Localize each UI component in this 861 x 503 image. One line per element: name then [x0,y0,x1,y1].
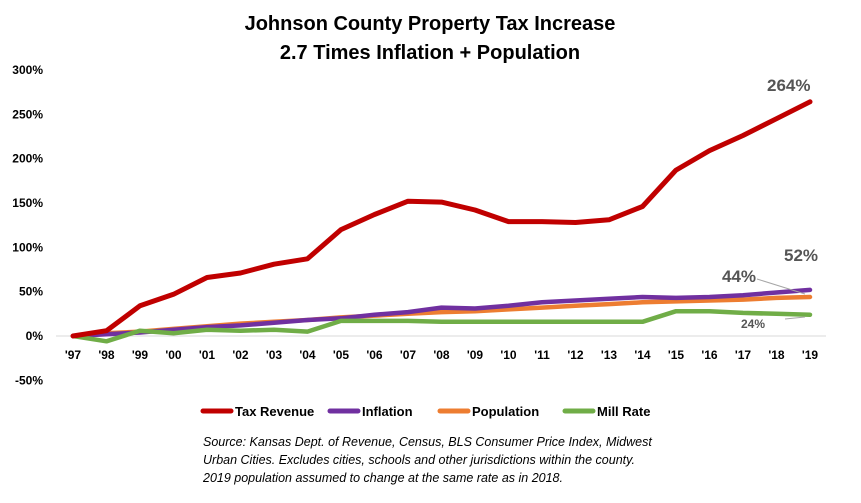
y-axis: -50% 0% 50% 100% 150% 200% 250% 300% [12,63,43,387]
series-line-mill-rate [70,308,813,344]
callouts: 264% 52% 44% 24% [722,76,818,331]
series-lines [70,99,813,344]
series-line-inflation [70,287,813,339]
legend: Tax Revenue Inflation Population Mill Rate [200,404,650,419]
source-note-line-1: Source: Kansas Dept. of Revenue, Census,… [203,435,652,449]
y-tick-label: 300% [12,63,43,77]
callout-44: 44% [722,267,756,286]
callout-52: 52% [784,246,818,265]
x-tick-label: '16 [701,348,718,362]
x-tick-label: '14 [634,348,651,362]
x-tick-label: '07 [400,348,417,362]
x-tick-label: '97 [65,348,82,362]
y-tick-label: -50% [15,373,43,387]
legend-label: Population [472,404,539,419]
y-tick-label: 200% [12,152,43,166]
x-tick-label: '12 [567,348,584,362]
x-tick-label: '04 [299,348,316,362]
x-tick-label: '13 [601,348,618,362]
y-tick-label: 0% [26,329,44,343]
callout-264: 264% [767,76,810,95]
callout-leader-44 [756,278,806,295]
x-tick-label: '09 [467,348,484,362]
legend-label: Mill Rate [597,404,650,419]
x-tick-label: '98 [98,348,115,362]
legend-label: Tax Revenue [235,404,314,419]
x-tick-label: '18 [768,348,785,362]
chart-title-line-1: Johnson County Property Tax Increase [245,13,616,35]
x-tick-label: '01 [199,348,216,362]
x-tick-label: '99 [132,348,149,362]
x-tick-label: '17 [735,348,752,362]
x-tick-label: '06 [366,348,383,362]
chart-title-line-2: 2.7 Times Inflation + Population [280,42,580,64]
x-tick-label: '02 [232,348,249,362]
x-tick-label: '19 [802,348,819,362]
callout-24: 24% [741,317,765,331]
x-tick-label: '11 [534,348,550,362]
y-tick-label: 50% [19,285,43,299]
x-tick-label: '15 [668,348,685,362]
x-tick-label: '08 [433,348,450,362]
legend-label: Inflation [362,404,413,419]
x-tick-label: '00 [165,348,182,362]
callout-leader-24 [784,316,806,320]
series-line-tax-revenue [70,99,813,339]
x-tick-label: '10 [500,348,517,362]
x-axis: '97 '98 '99 '00 '01 '02 '03 '04 '05 '06 '07 '08 '09 '… [65,348,819,362]
source-note-line-2: Urban Cities. Excludes cities, schools a… [203,453,635,467]
y-tick-label: 150% [12,196,43,210]
x-tick-label: '05 [333,348,350,362]
x-tick-label: '03 [266,348,283,362]
source-note-line-3: 2019 population assumed to change at the… [203,471,563,485]
y-tick-label: 100% [12,240,43,254]
source-note: Source: Kansas Dept. of Revenue, Census,… [203,433,723,487]
y-tick-label: 250% [12,107,43,121]
